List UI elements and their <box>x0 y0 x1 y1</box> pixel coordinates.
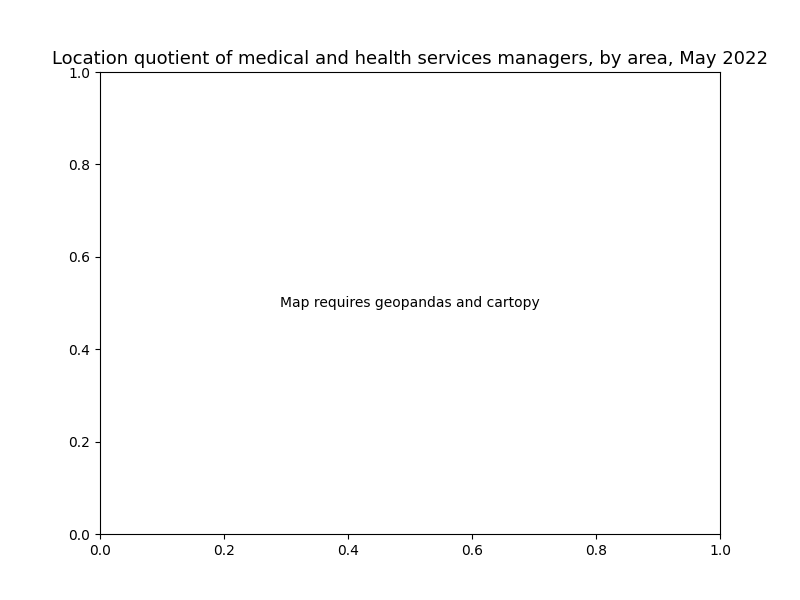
Text: Map requires geopandas and cartopy: Map requires geopandas and cartopy <box>280 296 540 310</box>
Title: Location quotient of medical and health services managers, by area, May 2022: Location quotient of medical and health … <box>52 50 768 68</box>
